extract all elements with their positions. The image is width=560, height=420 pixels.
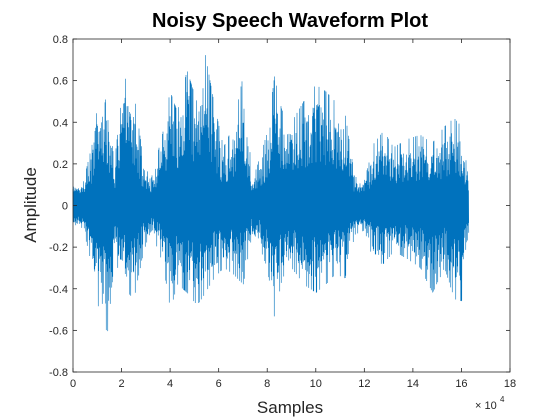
x-tick-label: 14 (407, 378, 419, 390)
plot-data-group (72, 55, 470, 332)
y-tick-label: 0.6 (53, 76, 68, 88)
x-tick-label: 4 (167, 378, 173, 390)
x-exponent-power: 4 (500, 395, 505, 404)
x-exponent-base: × 10 (475, 400, 497, 412)
x-tick-label: 16 (455, 378, 467, 390)
x-axis-label: Samples (257, 398, 323, 417)
x-tick-label: 8 (264, 378, 270, 390)
x-tick-label: 2 (118, 378, 124, 390)
y-axis-label: Amplitude (21, 167, 40, 243)
x-tick-label: 0 (70, 378, 76, 390)
chart-title: Noisy Speech Waveform Plot (152, 10, 428, 32)
y-tick-label: -0.4 (49, 284, 68, 296)
x-exponent-label: × 10 4 (475, 395, 505, 412)
x-tick-label: 12 (358, 378, 370, 390)
y-tick-label: 0 (62, 201, 68, 213)
y-tick-label: 0.2 (53, 159, 68, 171)
y-axis-ticks: -0.8 -0.6 -0.4 -0.2 0 0.2 0.4 0.6 0.8 (49, 34, 510, 379)
waveform-series-line (72, 55, 470, 332)
x-tick-label: 18 (504, 378, 516, 390)
y-tick-label: -0.6 (49, 325, 68, 337)
x-tick-label: 10 (310, 378, 322, 390)
y-tick-label: 0.4 (53, 117, 68, 129)
x-axis-ticks: 0 2 4 6 8 10 12 14 16 18 (70, 39, 516, 390)
x-tick-label: 6 (216, 378, 222, 390)
y-tick-label: 0.8 (53, 34, 68, 46)
y-tick-label: -0.2 (49, 242, 68, 254)
y-tick-label: -0.8 (49, 367, 68, 379)
